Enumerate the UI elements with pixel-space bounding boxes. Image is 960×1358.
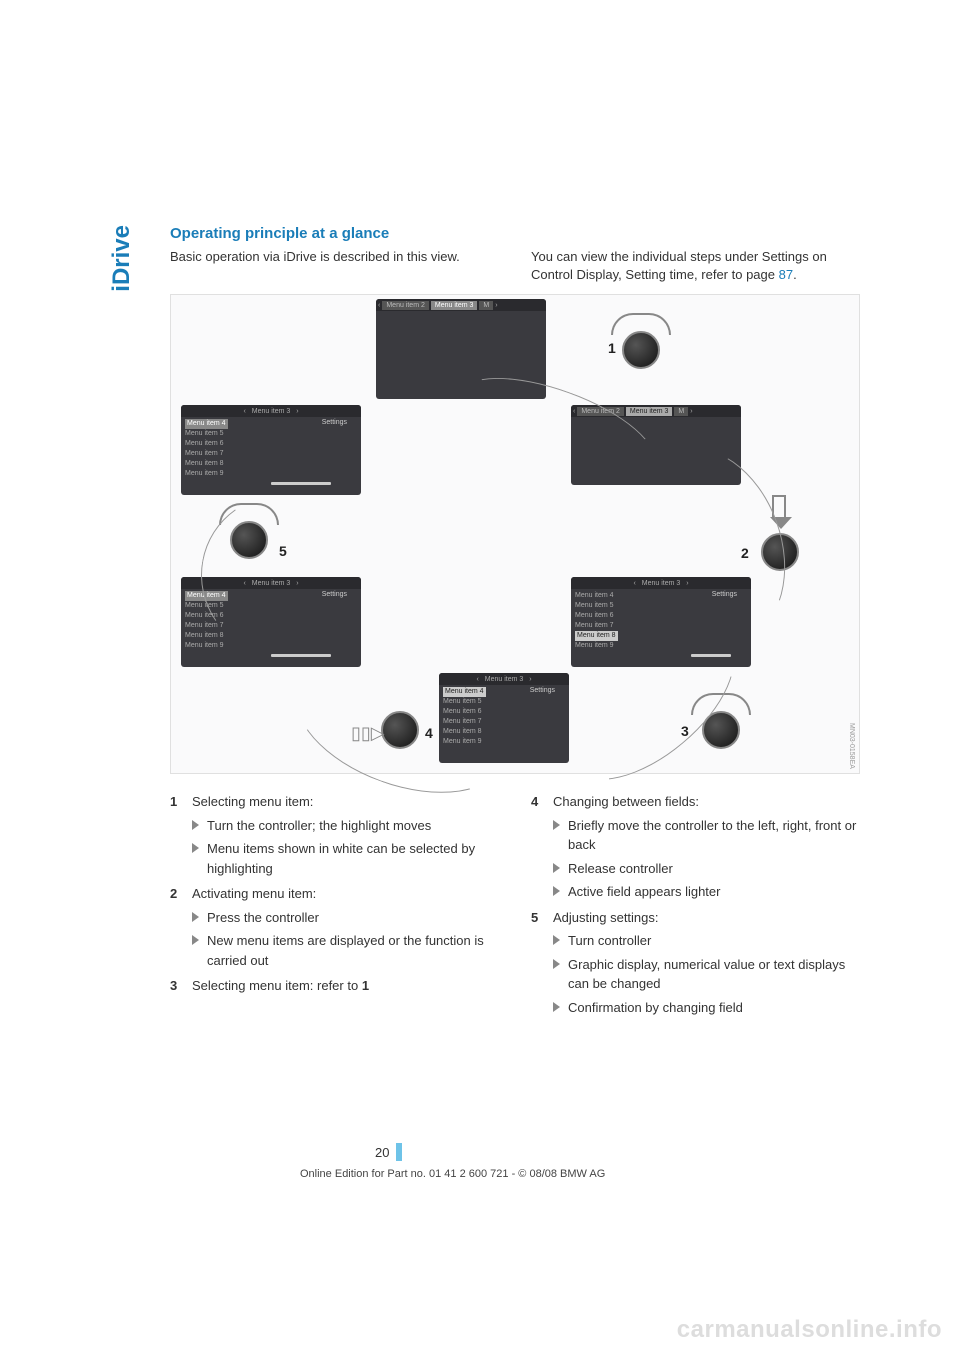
steps-left: 1Selecting menu item: Turn the controller…	[170, 792, 499, 1023]
step-sub: Press the controller	[192, 908, 499, 928]
intro-left: Basic operation via iDrive is described …	[170, 248, 499, 284]
step-sub: Turn controller	[553, 931, 860, 951]
step-sub-text: New menu items are displayed or the func…	[207, 931, 499, 970]
step-title: Activating menu item:	[192, 884, 499, 904]
page-link-87[interactable]: 87	[779, 267, 793, 282]
step-sub: Confirmation by changing field	[553, 998, 860, 1018]
intro-right-dot: .	[793, 267, 797, 282]
step-body: Changing between fields: Briefly move the…	[553, 792, 860, 902]
step-sub: Turn the controller; the highlight moves	[192, 816, 499, 836]
steps-right: 4Changing between fields: Briefly move th…	[531, 792, 860, 1023]
step-title: Changing between fields:	[553, 792, 860, 812]
diagram-code: MN03-0158EA	[848, 723, 855, 769]
step-sub-text: Menu items shown in white can be selecte…	[207, 839, 499, 878]
bullet-icon	[553, 959, 560, 969]
step-title: Adjusting settings:	[553, 908, 860, 928]
step-body: Activating menu item: Press the controlle…	[192, 884, 499, 970]
controller-knob-icon	[622, 331, 660, 369]
intro-columns: Basic operation via iDrive is described …	[170, 248, 860, 284]
bullet-icon	[553, 820, 560, 830]
steps-columns: 1Selecting menu item: Turn the controller…	[170, 792, 860, 1023]
step: 1Selecting menu item: Turn the controller…	[170, 792, 499, 878]
step: 3Selecting menu item: refer to 1	[170, 976, 499, 996]
tab-item: M	[479, 301, 493, 310]
step-sub: Briefly move the controller to the left,…	[553, 816, 860, 855]
step-number: 3	[170, 976, 192, 996]
menu-item: Menu item 5	[185, 429, 357, 439]
menu-item: Menu item 9	[185, 469, 357, 479]
settings-label: Settings	[322, 419, 347, 426]
step-number: 4	[531, 792, 553, 902]
menu-item: Menu item 8	[185, 459, 357, 469]
step-sub-text: Active field appears lighter	[568, 882, 720, 902]
step-sub: Active field appears lighter	[553, 882, 860, 902]
screen-step5-top: ‹ Menu item 3 › Menu item 4 Menu item 5 …	[181, 405, 361, 495]
step-body: Adjusting settings: Turn controller Graphi…	[553, 908, 860, 1018]
step-sub-text: Release controller	[568, 859, 673, 879]
tab-item: M	[674, 407, 688, 416]
step-sub: Release controller	[553, 859, 860, 879]
screen-header: Menu item 3	[485, 676, 524, 683]
step-title: Selecting menu item: refer to 1	[192, 976, 499, 996]
bullet-icon	[553, 935, 560, 945]
step: 2Activating menu item: Press the controll…	[170, 884, 499, 970]
menu-item: Menu item 6	[185, 439, 357, 449]
tab-item: Menu item 3	[626, 407, 673, 416]
step-body: Selecting menu item: refer to 1	[192, 976, 499, 996]
intro-right: You can view the individual steps under …	[531, 248, 860, 284]
step-sub-text: Graphic display, numerical value or text…	[568, 955, 860, 994]
settings-label: Settings	[530, 687, 555, 694]
step-sub: Menu items shown in white can be selecte…	[192, 839, 499, 878]
step-number: 5	[531, 908, 553, 1018]
section-tab: iDrive	[108, 225, 136, 292]
bullet-icon	[192, 820, 199, 830]
bullet-icon	[553, 1002, 560, 1012]
tab-item: Menu item 3	[431, 301, 478, 310]
page-number: 20	[375, 1145, 389, 1160]
step-marker-1: 1	[608, 340, 616, 356]
screen-header: Menu item 3	[252, 408, 291, 415]
bullet-icon	[192, 912, 199, 922]
step-sub-text: Press the controller	[207, 908, 319, 928]
bullet-icon	[192, 843, 199, 853]
bullet-icon	[553, 863, 560, 873]
bullet-icon	[192, 935, 199, 945]
page-number-bar	[396, 1143, 402, 1161]
step-sub: Graphic display, numerical value or text…	[553, 955, 860, 994]
step: 5Adjusting settings: Turn controller Graph…	[531, 908, 860, 1018]
tab-item: Menu item 2	[382, 301, 429, 310]
step: 4Changing between fields: Briefly move th…	[531, 792, 860, 902]
step-body: Selecting menu item: Turn the controller;…	[192, 792, 499, 878]
page-content: Operating principle at a glance Basic op…	[170, 225, 860, 1023]
step-sub-text: Turn the controller; the highlight moves	[207, 816, 431, 836]
copyright: Online Edition for Part no. 01 41 2 600 …	[300, 1168, 605, 1180]
menu-item: Menu item 8	[575, 631, 618, 641]
bullet-icon	[553, 886, 560, 896]
step-title: Selecting menu item:	[192, 792, 499, 812]
step-number: 1	[170, 792, 192, 878]
section-title: Operating principle at a glance	[170, 225, 860, 242]
operation-diagram: ‹ Menu item 2 Menu item 3 M › 1 ‹ Menu i…	[170, 294, 860, 774]
step-number: 2	[170, 884, 192, 970]
step-sub: New menu items are displayed or the func…	[192, 931, 499, 970]
step-sub-text: Confirmation by changing field	[568, 998, 743, 1018]
menu-item: Menu item 7	[185, 449, 357, 459]
step-sub-text: Turn controller	[568, 931, 651, 951]
menu-item: Menu item 4	[185, 419, 228, 429]
step-sub-text: Briefly move the controller to the left,…	[568, 816, 860, 855]
watermark: carmanualsonline.info	[677, 1316, 942, 1344]
